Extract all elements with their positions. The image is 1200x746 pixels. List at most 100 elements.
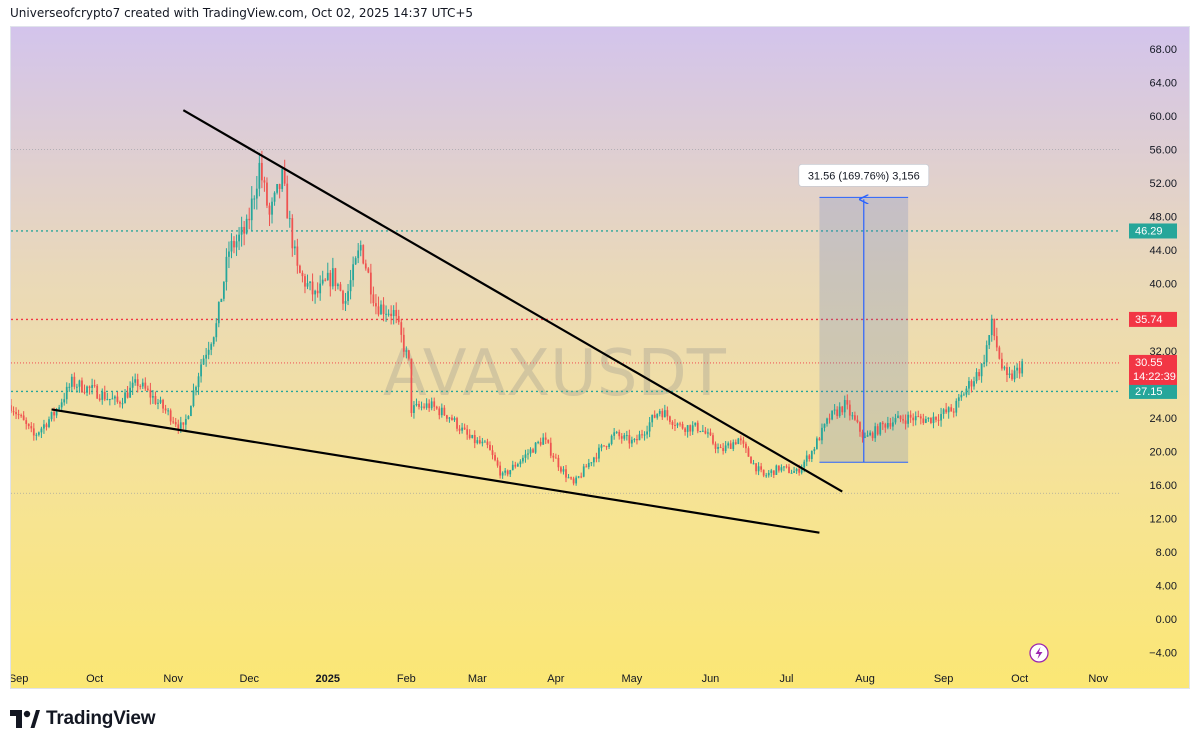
candle-body bbox=[413, 405, 415, 414]
candle-body bbox=[1011, 373, 1013, 380]
candle-body bbox=[458, 428, 461, 431]
candle-body bbox=[182, 422, 185, 425]
chart-frame[interactable]: AVAXUSDT 31.56 (169.76%) 3,156 68.00 64.0… bbox=[10, 26, 1190, 689]
candle-body bbox=[544, 437, 547, 440]
chart-header: Universeofcrypto7 created with TradingVi… bbox=[10, 6, 474, 20]
candle-body bbox=[157, 402, 159, 404]
candle-body bbox=[519, 461, 522, 465]
candle-body bbox=[440, 407, 443, 416]
candle-body bbox=[942, 409, 945, 414]
candle-body bbox=[27, 423, 30, 427]
candle-body bbox=[699, 431, 702, 433]
candle-body bbox=[210, 344, 213, 350]
candle-body bbox=[1013, 370, 1016, 380]
candle-body bbox=[676, 423, 679, 426]
candle-body bbox=[775, 465, 778, 475]
y-axis-tick-label: 32.00 bbox=[1149, 346, 1177, 358]
candle-body bbox=[562, 469, 565, 472]
candle-body bbox=[534, 442, 537, 453]
candle-body bbox=[91, 385, 93, 388]
candle-body bbox=[119, 401, 121, 404]
x-axis-label: Jun bbox=[702, 673, 720, 685]
candle-body bbox=[1021, 361, 1024, 374]
candle-body bbox=[162, 399, 164, 409]
candle-body bbox=[846, 400, 849, 405]
candle-body bbox=[293, 246, 296, 249]
current-price-tag-bg bbox=[1129, 354, 1177, 385]
lightning-icon[interactable] bbox=[1029, 643, 1049, 663]
candle-body bbox=[131, 382, 134, 388]
candle-body bbox=[529, 449, 532, 454]
candle-body bbox=[793, 471, 795, 473]
candle-body bbox=[418, 403, 420, 407]
y-axis-tick-label: 68.00 bbox=[1149, 44, 1177, 56]
candle-body bbox=[841, 406, 844, 413]
candle-body bbox=[603, 445, 605, 447]
candle-body bbox=[499, 465, 501, 476]
candle-body bbox=[380, 304, 382, 315]
candle-body bbox=[935, 416, 937, 420]
candle-body bbox=[177, 424, 180, 429]
candle-body bbox=[116, 396, 119, 402]
candle-body bbox=[184, 418, 187, 425]
candle-body bbox=[20, 415, 23, 417]
candle-body bbox=[800, 467, 803, 473]
candle-body bbox=[747, 448, 750, 457]
candle-body bbox=[65, 386, 68, 400]
candle-body bbox=[438, 408, 441, 416]
candle-body bbox=[902, 419, 904, 421]
candle-body bbox=[425, 403, 428, 408]
candle-body bbox=[402, 334, 405, 352]
candle-body bbox=[435, 406, 438, 409]
candle-body bbox=[494, 455, 496, 461]
y-axis-tick-label: 48.00 bbox=[1149, 212, 1177, 224]
candle-body bbox=[772, 470, 775, 475]
candle-body bbox=[1016, 367, 1018, 371]
candle-body bbox=[889, 423, 892, 427]
candle-body bbox=[476, 440, 479, 444]
price-chart[interactable]: AVAXUSDT 31.56 (169.76%) 3,156 68.00 64.0… bbox=[11, 27, 1189, 688]
candle-body bbox=[212, 337, 215, 345]
candle-body bbox=[195, 387, 197, 391]
candle-body bbox=[605, 446, 608, 448]
candle-body bbox=[146, 388, 149, 390]
x-axis-label: Feb bbox=[397, 673, 416, 685]
candle-body bbox=[405, 350, 408, 352]
candle-body bbox=[12, 411, 15, 413]
candle-body bbox=[200, 364, 202, 377]
candle-body bbox=[98, 398, 101, 400]
candle-body bbox=[940, 413, 942, 421]
x-axis-label: Apr bbox=[547, 673, 564, 685]
candle-body bbox=[907, 414, 910, 424]
candle-body bbox=[871, 432, 874, 439]
candle-body bbox=[727, 443, 730, 446]
candle-body bbox=[344, 301, 347, 304]
candle-body bbox=[648, 422, 651, 432]
candle-body bbox=[750, 456, 752, 464]
candle-body bbox=[709, 432, 712, 436]
candle-body bbox=[554, 457, 557, 459]
candle-body bbox=[813, 449, 816, 451]
candle-body bbox=[995, 336, 998, 348]
y-axis-tick-label: 8.00 bbox=[1156, 547, 1177, 559]
x-axis-label: Dec bbox=[239, 673, 259, 685]
candle-body bbox=[174, 422, 177, 425]
candle-body bbox=[428, 403, 431, 409]
candle-body bbox=[816, 438, 818, 450]
candle-body bbox=[585, 466, 588, 468]
tradingview-logo[interactable]: TradingView bbox=[10, 708, 156, 730]
candle-body bbox=[924, 418, 927, 423]
candle-body bbox=[111, 398, 114, 400]
candle-body bbox=[760, 466, 763, 470]
candle-body bbox=[854, 415, 856, 420]
candle-body bbox=[217, 301, 220, 324]
candle-body bbox=[927, 417, 930, 419]
x-axis-label: Nov bbox=[163, 673, 183, 685]
candle-body bbox=[359, 245, 362, 251]
candle-body bbox=[271, 201, 273, 215]
candle-body bbox=[342, 290, 344, 304]
y-axis-tick-label: 4.00 bbox=[1156, 580, 1177, 592]
candle-body bbox=[874, 426, 877, 439]
candle-body bbox=[316, 290, 319, 294]
candle-body bbox=[899, 415, 902, 420]
